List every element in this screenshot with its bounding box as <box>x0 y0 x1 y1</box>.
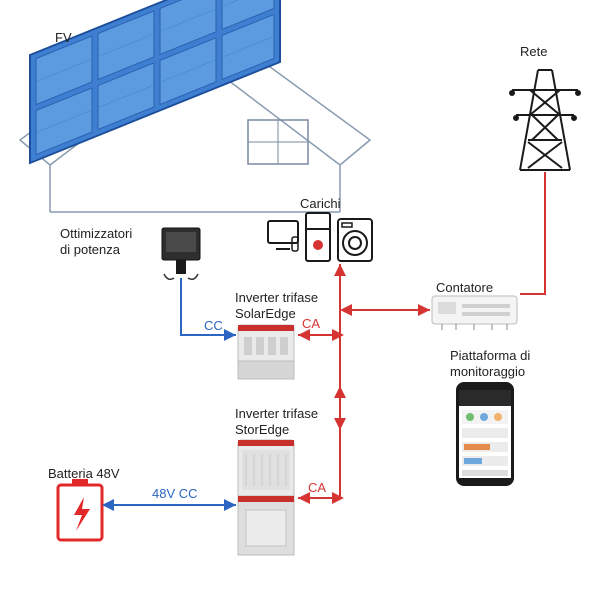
cc-label: CC <box>204 318 223 334</box>
ottimizzatori-label: Ottimizzatori di potenza <box>60 226 132 257</box>
optimizer-icon <box>162 228 200 279</box>
house-icon <box>20 12 370 212</box>
storedge-inverter-icon <box>238 440 294 555</box>
ca1-label: CA <box>302 316 320 332</box>
carichi-label: Carichi <box>300 196 340 212</box>
rete-label: Rete <box>520 44 547 60</box>
monitoring-phone-icon <box>456 382 514 486</box>
piattaforma-label: Piattaforma di monitoraggio <box>450 348 530 379</box>
grid-tower-icon <box>510 70 580 170</box>
contatore-label: Contatore <box>436 280 493 296</box>
loads-icon <box>268 213 372 261</box>
48vcc-label: 48V CC <box>152 486 198 502</box>
solar-panels-icon <box>30 0 280 163</box>
inverter-storedge-label: Inverter trifase StorEdge <box>235 406 318 437</box>
batteria-label: Batteria 48V <box>48 466 120 482</box>
solaredge-inverter-icon <box>238 325 294 379</box>
window-icon <box>248 120 308 164</box>
diagram-canvas: FV Rete Ottimizzatori di potenza Carichi… <box>0 0 600 600</box>
fv-label: FV <box>55 30 72 46</box>
meter-icon <box>432 296 517 330</box>
battery-icon <box>58 479 102 540</box>
ca2-label: CA <box>308 480 326 496</box>
